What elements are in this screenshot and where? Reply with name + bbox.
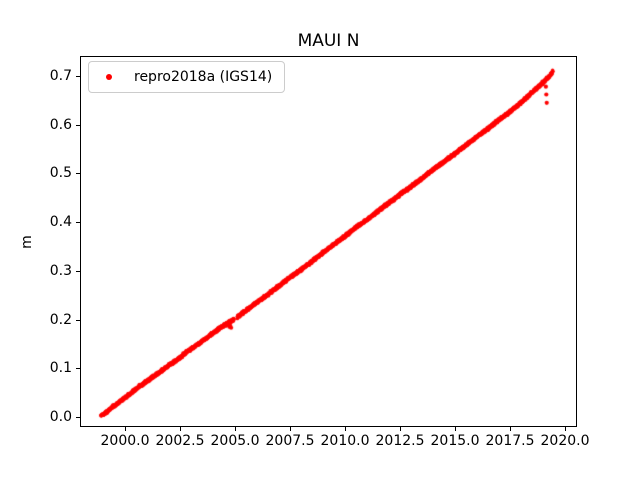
x-tick-mark — [125, 427, 126, 431]
x-tick-mark — [565, 427, 566, 431]
y-tick-mark — [76, 222, 80, 223]
x-tick-mark — [400, 427, 401, 431]
y-tick-label: 0.2 — [49, 312, 72, 328]
y-tick-mark — [76, 76, 80, 77]
x-tick-mark — [345, 427, 346, 431]
x-tick-label: 2010.0 — [320, 433, 370, 449]
plot-area: repro2018a (IGS14) — [80, 56, 577, 427]
x-tick-mark — [180, 427, 181, 431]
x-tick-label: 2017.5 — [485, 433, 535, 449]
legend-label: repro2018a (IGS14) — [134, 69, 273, 85]
y-tick-label: 0.5 — [49, 165, 72, 181]
x-tick-mark — [290, 427, 291, 431]
scatter-points-canvas — [81, 57, 576, 426]
y-tick-label: 0.3 — [49, 263, 72, 279]
y-axis-label: m — [18, 235, 35, 249]
x-tick-mark — [235, 427, 236, 431]
legend-marker-dot-icon — [106, 74, 112, 80]
y-tick-mark — [76, 173, 80, 174]
y-tick-mark — [76, 417, 80, 418]
legend: repro2018a (IGS14) — [88, 61, 286, 93]
y-tick-label: 0.1 — [49, 360, 72, 376]
y-tick-mark — [76, 368, 80, 369]
x-tick-label: 2005.0 — [210, 433, 260, 449]
y-tick-label: 0.0 — [49, 409, 72, 425]
legend-handle — [95, 74, 123, 80]
y-tick-label: 0.7 — [49, 68, 72, 84]
x-tick-mark — [455, 427, 456, 431]
x-tick-label: 2007.5 — [265, 433, 315, 449]
x-tick-mark — [510, 427, 511, 431]
x-tick-label: 2002.5 — [155, 433, 205, 449]
y-tick-mark — [76, 320, 80, 321]
y-tick-mark — [76, 271, 80, 272]
y-tick-mark — [76, 125, 80, 126]
y-tick-label: 0.4 — [49, 214, 72, 230]
y-tick-label: 0.6 — [49, 117, 72, 133]
x-tick-label: 2015.0 — [430, 433, 480, 449]
x-tick-label: 2020.0 — [540, 433, 590, 449]
chart-title: MAUI N — [297, 31, 360, 51]
x-tick-label: 2000.0 — [100, 433, 150, 449]
x-tick-label: 2012.5 — [375, 433, 425, 449]
